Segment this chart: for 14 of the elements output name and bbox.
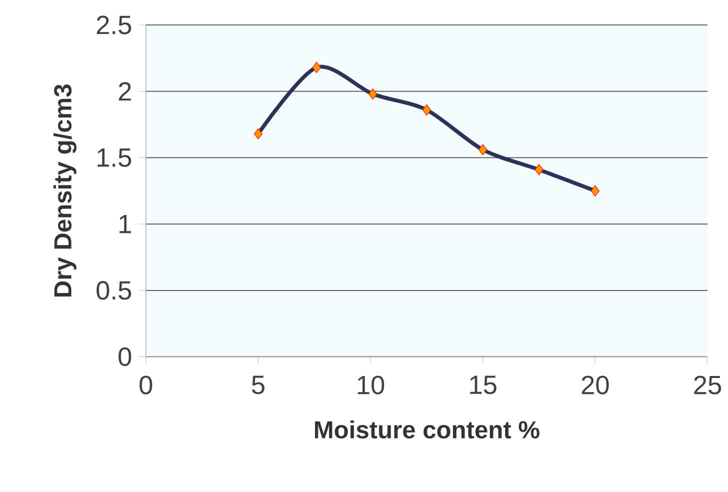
x-axis-title: Moisture content % xyxy=(314,420,540,439)
x-tick-label: 25 xyxy=(694,376,722,395)
x-tick-label: 0 xyxy=(140,376,152,395)
x-tick-label: 15 xyxy=(470,376,496,394)
y-tick-label: 1.5 xyxy=(98,148,132,168)
y-tick-label: 2.5 xyxy=(96,16,132,34)
y-tick-label: 1 xyxy=(120,215,131,234)
y-tick-label: 0.5 xyxy=(96,281,132,300)
x-tick-label: 5 xyxy=(252,376,264,394)
x-tick-label: 10 xyxy=(358,376,384,395)
y-tick-label: 2 xyxy=(118,82,131,101)
x-tick-label: 20 xyxy=(582,376,609,395)
y-axis-title: Dry Density g/cm3 xyxy=(53,84,76,297)
y-tick-label: 0 xyxy=(118,348,132,366)
